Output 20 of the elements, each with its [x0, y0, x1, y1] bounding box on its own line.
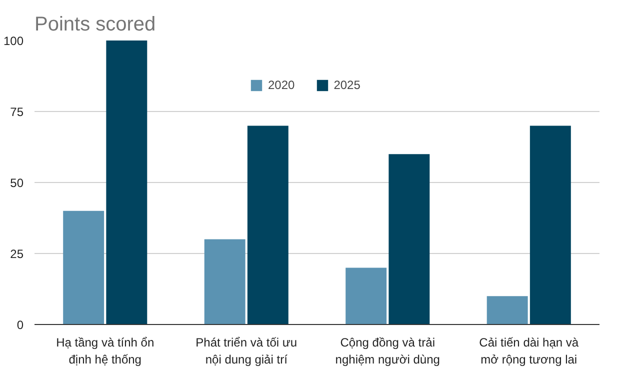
- bar: [106, 40, 148, 324]
- bar: [530, 126, 571, 324]
- bar: [388, 154, 430, 324]
- x-tick-label: Phát triển và tối ưu nội dung giải trí: [196, 336, 298, 366]
- chart-title: Points scored: [34, 14, 156, 36]
- y-tick-label: 0: [16, 318, 24, 332]
- bar: [63, 210, 104, 324]
- x-tick-label: Hạ tầng và tính ổn định hệ thống: [56, 336, 154, 366]
- y-tick-label: 100: [3, 34, 24, 48]
- y-tick-label: 50: [10, 176, 24, 190]
- legend-label: 2020: [268, 78, 295, 92]
- bar: [204, 239, 246, 324]
- bar: [247, 126, 288, 324]
- bar: [486, 296, 528, 324]
- x-tick-label: Cải tiến dài hạn và mở rộng tương lai: [479, 336, 579, 366]
- y-tick-label: 75: [10, 105, 24, 119]
- x-tick-label: Cộng đồng và trải nghiệm người dùng: [335, 336, 440, 366]
- y-tick-label: 25: [10, 247, 24, 261]
- legend-label: 2025: [334, 78, 360, 92]
- bar: [346, 268, 387, 324]
